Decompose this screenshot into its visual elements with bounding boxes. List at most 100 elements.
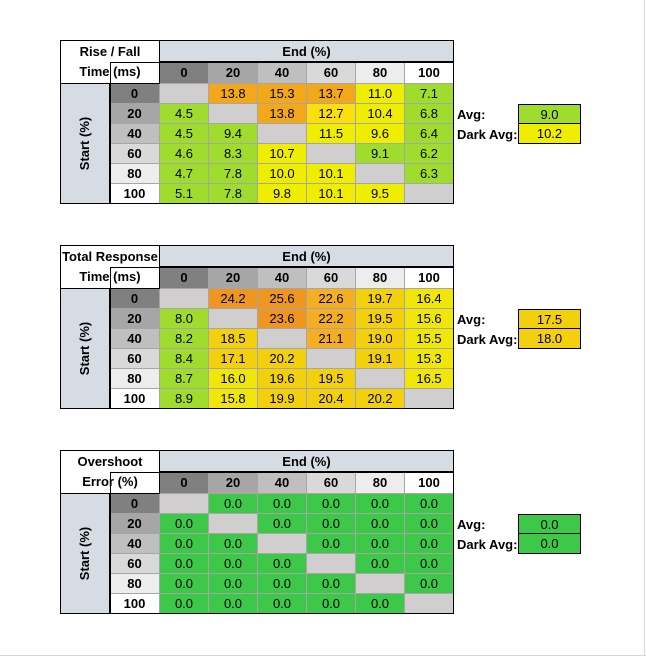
x-axis-label: End (%) <box>160 40 454 62</box>
heatmap-cell: 0.0 <box>209 594 258 614</box>
heatmap-cell: 6.3 <box>405 164 454 184</box>
heatmap-cell: 15.3 <box>258 84 307 104</box>
row-header: 80 <box>110 369 160 389</box>
heatmap-cell: 21.1 <box>307 329 356 349</box>
column-header: 100 <box>405 62 454 84</box>
heatmap-cell-empty <box>356 164 405 184</box>
row-header: 20 <box>110 309 160 329</box>
heatmap-cell: 0.0 <box>356 494 405 514</box>
heatmap-cell: 8.0 <box>160 309 209 329</box>
heatmap-cell: 11.5 <box>307 124 356 144</box>
column-header: 20 <box>209 472 258 494</box>
heatmap-cell-empty <box>258 329 307 349</box>
heatmap-cell: 11.0 <box>356 84 405 104</box>
total-response-table: Total Response Time (ms) End (%) 0 20 40 60 80 1… <box>60 245 640 411</box>
column-header: 40 <box>258 267 307 289</box>
heatmap-cell: 0.0 <box>356 514 405 534</box>
heatmap-cell: 20.4 <box>307 389 356 409</box>
row-header: 80 <box>110 574 160 594</box>
title-line-2: Time (ms) <box>79 64 141 79</box>
heatmap-cell: 10.4 <box>356 104 405 124</box>
heatmap-cell-empty <box>209 309 258 329</box>
heatmap-cell: 8.3 <box>209 144 258 164</box>
heatmap-cell: 6.8 <box>405 104 454 124</box>
heatmap-cell: 13.8 <box>209 84 258 104</box>
heatmap-cell: 19.5 <box>307 369 356 389</box>
heatmap-cell: 19.1 <box>356 349 405 369</box>
heatmap-cell: 4.7 <box>160 164 209 184</box>
heatmap-cell: 9.8 <box>258 184 307 204</box>
heatmap-cell: 0.0 <box>405 514 454 534</box>
table-title: Overshoot Error (%) <box>60 450 160 494</box>
row-header: 100 <box>110 389 160 409</box>
dark-avg-value: 0.0 <box>518 534 581 554</box>
heatmap-cell: 10.1 <box>307 164 356 184</box>
heatmap-cell: 0.0 <box>405 494 454 514</box>
row-header: 100 <box>110 184 160 204</box>
heatmap-cell: 15.8 <box>209 389 258 409</box>
dark-avg-value: 18.0 <box>518 329 581 349</box>
heatmap-cell: 13.8 <box>258 104 307 124</box>
column-header: 60 <box>307 62 356 84</box>
heatmap-cell: 0.0 <box>307 594 356 614</box>
column-header: 80 <box>356 267 405 289</box>
rise-fall-table: Rise / Fall Time (ms) End (%) 0 20 40 60 80 100 S… <box>60 40 640 206</box>
column-header: 100 <box>405 267 454 289</box>
row-header: 60 <box>110 144 160 164</box>
heatmap-cell: 19.5 <box>356 309 405 329</box>
avg-value: 9.0 <box>518 104 581 124</box>
row-header: 60 <box>110 554 160 574</box>
heatmap-cell: 15.3 <box>405 349 454 369</box>
heatmap-cell: 18.5 <box>209 329 258 349</box>
heatmap-cell: 0.0 <box>307 514 356 534</box>
column-header: 0 <box>160 472 209 494</box>
y-axis-label-text: Start (%) <box>77 321 93 376</box>
avg-label: Avg: <box>457 516 486 532</box>
heatmap-cell: 6.4 <box>405 124 454 144</box>
heatmap-cell: 7.1 <box>405 84 454 104</box>
column-header: 40 <box>258 62 307 84</box>
heatmap-cell: 0.0 <box>356 594 405 614</box>
heatmap-cell: 10.0 <box>258 164 307 184</box>
heatmap-cell: 24.2 <box>209 289 258 309</box>
heatmap-cell-empty <box>405 184 454 204</box>
heatmap-cell: 0.0 <box>356 534 405 554</box>
heatmap-cell: 0.0 <box>160 554 209 574</box>
heatmap-cell: 19.7 <box>356 289 405 309</box>
heatmap-cell: 4.5 <box>160 124 209 144</box>
heatmap-cell: 16.4 <box>405 289 454 309</box>
heatmap-cell: 6.2 <box>405 144 454 164</box>
heatmap-cell: 4.5 <box>160 104 209 124</box>
heatmap-cell: 9.6 <box>356 124 405 144</box>
heatmap-cell: 0.0 <box>307 534 356 554</box>
heatmap-cell-empty <box>209 104 258 124</box>
avg-label: Avg: <box>457 106 486 122</box>
title-line-2: Time (ms) <box>79 269 141 284</box>
row-header: 0 <box>110 84 160 104</box>
heatmap-cell: 19.9 <box>258 389 307 409</box>
heatmap-cell: 0.0 <box>405 534 454 554</box>
table-title: Rise / Fall Time (ms) <box>60 40 160 84</box>
column-header: 20 <box>209 267 258 289</box>
row-header: 20 <box>110 104 160 124</box>
y-axis-label-text: Start (%) <box>77 526 93 581</box>
heatmap-cell-empty <box>356 369 405 389</box>
heatmap-cell: 0.0 <box>160 514 209 534</box>
heatmap-cell: 22.2 <box>307 309 356 329</box>
heatmap-cell: 16.5 <box>405 369 454 389</box>
table-title: Total Response Time (ms) <box>60 245 160 289</box>
heatmap-cell: 10.7 <box>258 144 307 164</box>
heatmap-cell: 19.6 <box>258 369 307 389</box>
heatmap-cell: 22.6 <box>307 289 356 309</box>
heatmap-cell: 19.0 <box>356 329 405 349</box>
heatmap-cell: 9.5 <box>356 184 405 204</box>
heatmap-cell-empty <box>160 494 209 514</box>
heatmap-cell: 0.0 <box>307 494 356 514</box>
avg-value: 17.5 <box>518 309 581 329</box>
heatmap-cell: 0.0 <box>258 574 307 594</box>
frame-edge <box>644 0 645 656</box>
row-header: 0 <box>110 494 160 514</box>
heatmap-cell: 8.4 <box>160 349 209 369</box>
title-line-1: Rise / Fall <box>79 44 141 59</box>
heatmap-cell-empty <box>405 389 454 409</box>
